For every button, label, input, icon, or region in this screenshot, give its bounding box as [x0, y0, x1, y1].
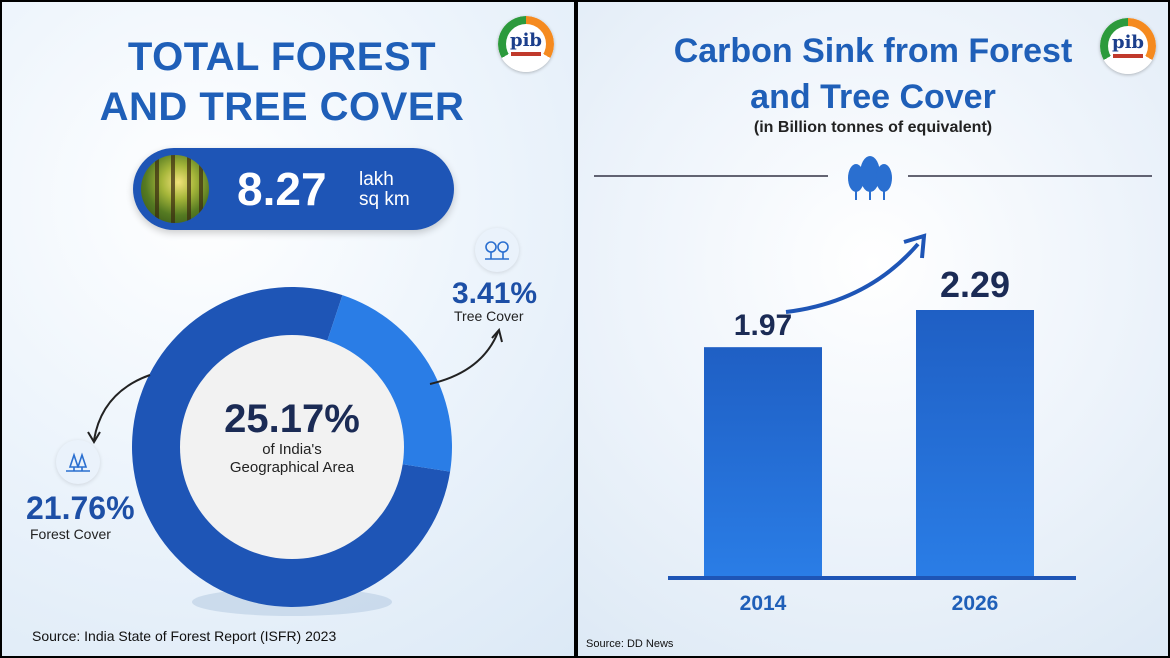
left-title: TOTAL FOREST AND TREE COVER — [42, 32, 522, 132]
total-cover-pill: 8.27 lakh sq km — [133, 148, 454, 230]
carbon-bar-chart — [594, 156, 1152, 580]
pib-logo: pib — [498, 16, 554, 72]
center-label-line1: of India's — [262, 441, 322, 458]
tree-cover-value: 3.41% — [452, 277, 538, 310]
total-cover-value: 8.27 — [237, 163, 327, 215]
x-tick-2026: 2026 — [951, 592, 999, 615]
growth-arrow — [785, 242, 920, 314]
total-cover-unit-line1: lakh — [359, 169, 394, 190]
bar-value-label-2026: 2.29 — [939, 264, 1011, 305]
pib-logo-right: pib — [1100, 18, 1156, 74]
cover-donut-chart — [87, 287, 503, 616]
forest-trees-icon — [848, 156, 892, 200]
center-label-line2: Geographical Area — [229, 459, 355, 476]
center-value: 25.17% — [224, 397, 360, 441]
x-tick-2014: 2014 — [739, 592, 787, 615]
bar-2014 — [704, 347, 822, 576]
carbon-sink-infographic: Carbon Sink from Forest and Tree Cover (… — [578, 2, 1168, 656]
forest-cover-icon — [56, 440, 100, 484]
total-cover-unit-line2: sq km — [359, 189, 410, 210]
pib-logo-text: pib — [509, 30, 542, 51]
left-source: Source: India State of Forest Report (IS… — [32, 628, 337, 644]
forest-photo — [141, 155, 209, 223]
right-subtitle: (in Billion tonnes of equivalent) — [753, 119, 993, 136]
left-title-line2: AND TREE COVER — [99, 85, 465, 129]
donut-center-text: 25.17% of India's Geographical Area — [182, 397, 402, 477]
forest-cover-label: Forest Cover — [30, 526, 111, 542]
tree-cover-icon — [475, 228, 519, 272]
right-title-line1: Carbon Sink from Forest — [673, 32, 1073, 70]
right-source: Source: DD News — [586, 638, 674, 650]
forest-cover-infographic: TOTAL FOREST AND TREE COVER pib 8.27 lak… — [2, 2, 574, 656]
total-cover-unit: lakh sq km — [359, 170, 410, 210]
pib-logo-right-text: pib — [1111, 32, 1144, 53]
forest-cover-value: 21.76% — [26, 490, 135, 526]
right-title: Carbon Sink from Forest and Tree Cover — [618, 28, 1128, 120]
bar-2026 — [916, 310, 1034, 576]
right-title-line2: and Tree Cover — [750, 78, 996, 116]
bar-value-label-2014: 1.97 — [733, 309, 793, 343]
tree-cover-label: Tree Cover — [454, 308, 524, 324]
left-title-line1: TOTAL FOREST — [127, 35, 437, 79]
